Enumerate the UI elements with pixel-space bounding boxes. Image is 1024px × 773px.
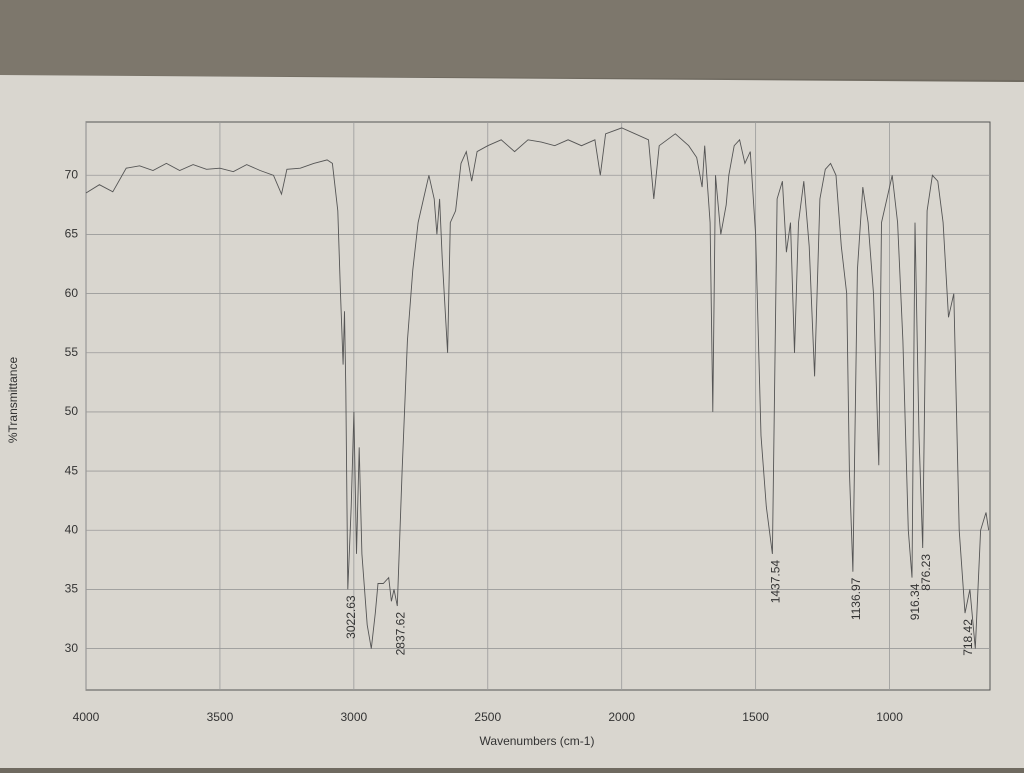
y-tick-label: 40	[65, 522, 79, 536]
x-axis-label: Wavenumbers (cm-1)	[480, 734, 595, 748]
y-tick-label: 45	[65, 463, 79, 477]
x-tick-label: 4000	[73, 710, 100, 724]
spectrum-line	[85, 127, 990, 649]
paper	[0, 75, 1024, 768]
peak-label: 3022.63	[344, 595, 358, 639]
peak-label: 1136.97	[849, 577, 863, 620]
y-tick-label: 50	[65, 404, 79, 418]
y-tick-label: 35	[65, 582, 79, 596]
peak-label: 1437.54	[769, 560, 783, 604]
y-tick-label: 60	[65, 286, 79, 300]
x-tick-label: 3000	[341, 710, 368, 724]
x-tick-label: 3500	[207, 710, 234, 724]
y-tick-label: 30	[65, 641, 79, 655]
peak-label: 916.34	[908, 583, 922, 620]
x-tick-label: 2500	[474, 710, 501, 724]
y-tick-label: 55	[65, 345, 79, 359]
peak-label: 2837.62	[394, 612, 408, 656]
peak-label: 718.42	[961, 619, 975, 656]
x-tick-label: 1500	[742, 710, 769, 724]
y-axis-label: %Transmittance	[6, 357, 20, 444]
background	[0, 0, 1024, 80]
x-tick-label: 1000	[876, 710, 903, 724]
y-tick-label: 70	[65, 167, 79, 181]
y-tick-label: 65	[65, 227, 79, 241]
x-tick-label: 2000	[608, 710, 635, 724]
peak-label: 876.23	[919, 554, 933, 591]
